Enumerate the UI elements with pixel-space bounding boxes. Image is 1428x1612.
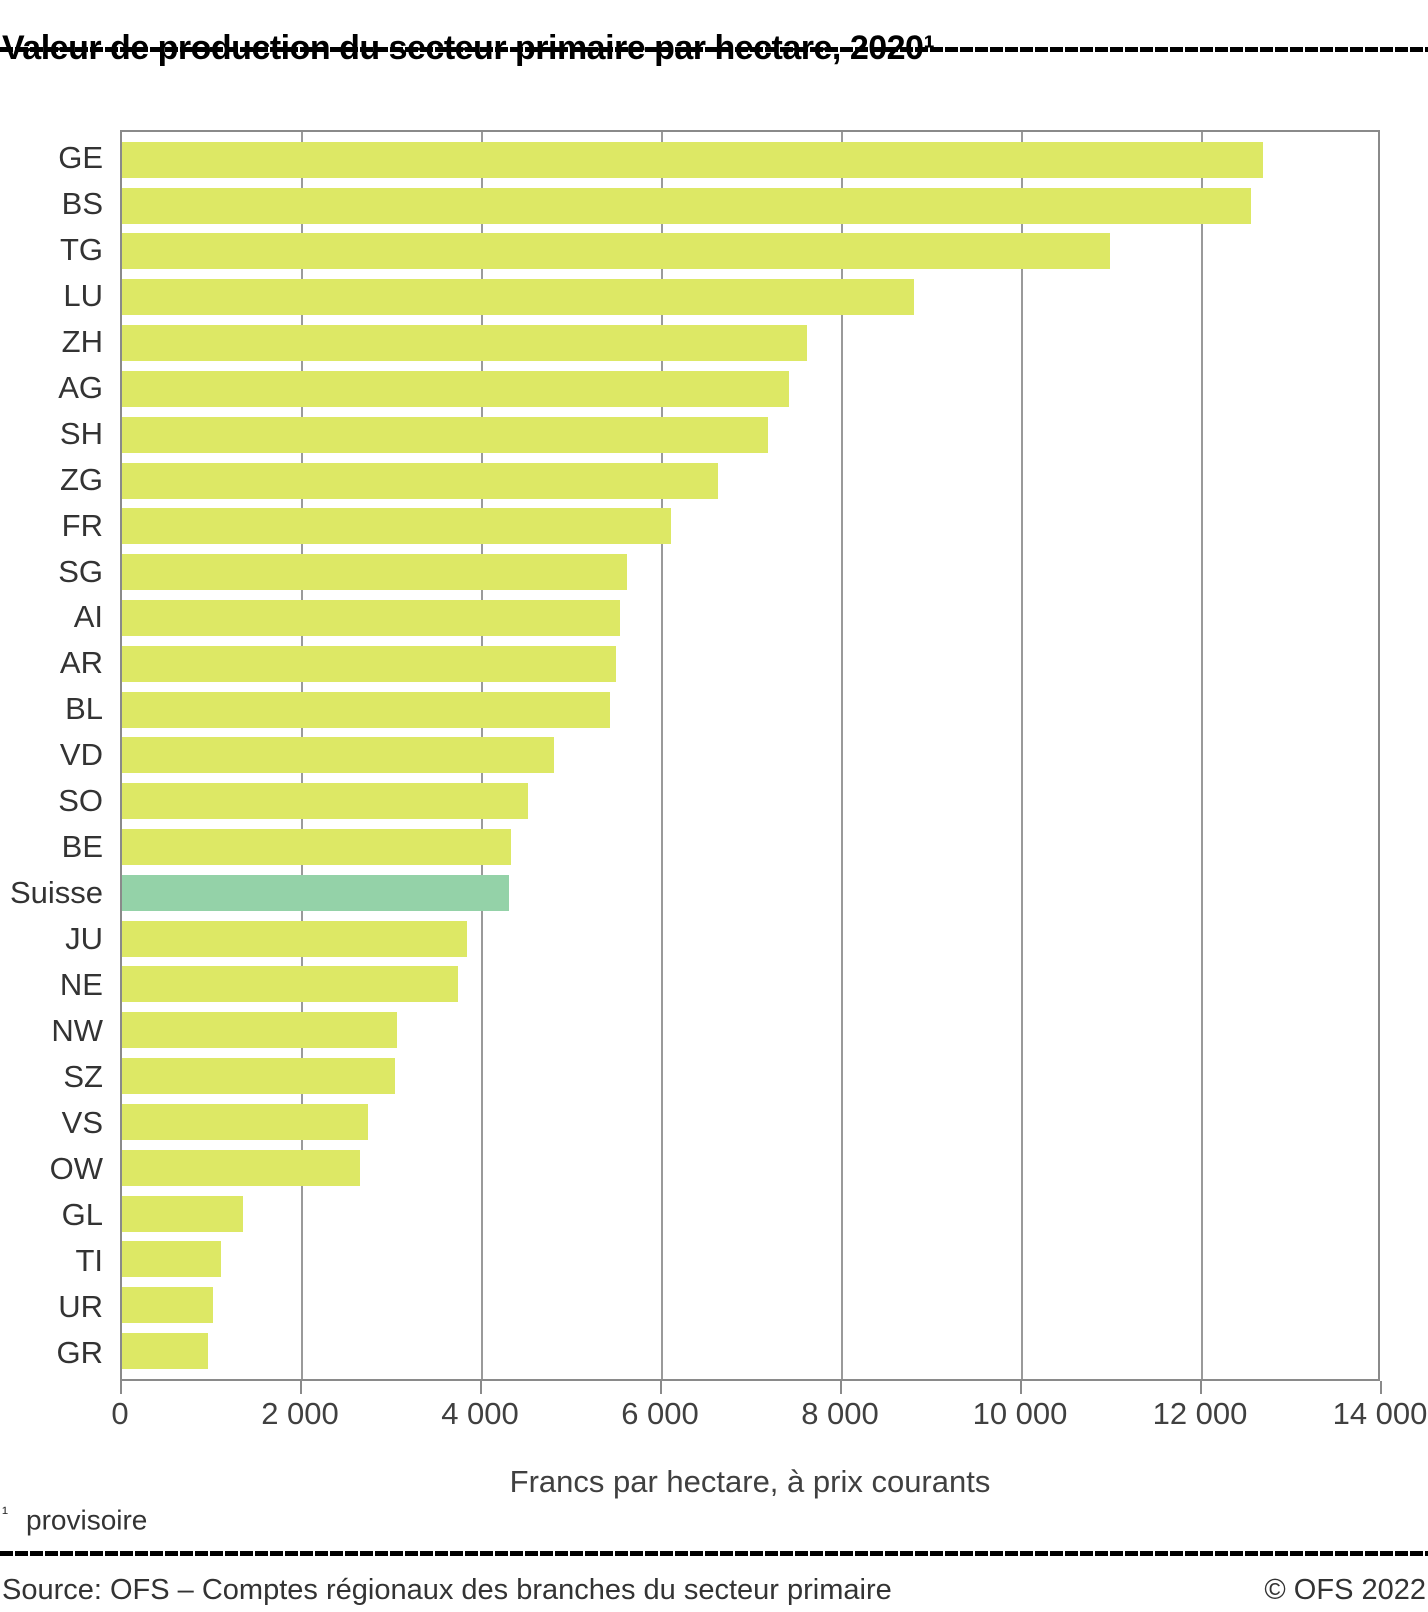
category-label: SG [58, 553, 103, 589]
gridline [1021, 132, 1023, 1379]
x-axis-title: Francs par hectare, à prix courants [509, 1464, 991, 1499]
category-label: NW [51, 1013, 103, 1049]
category-label: FR [61, 507, 103, 543]
bar [122, 1287, 213, 1324]
category-label: BE [61, 829, 103, 865]
bar [122, 325, 807, 362]
bar [122, 599, 620, 636]
bar [122, 1058, 395, 1095]
title-rule [0, 47, 1428, 52]
footnote-marker: ¹ [2, 1503, 8, 1523]
footer: Source: OFS – Comptes régionaux des bran… [2, 1574, 1426, 1607]
category-label: BL [65, 691, 103, 727]
bar [122, 508, 672, 545]
category-label: TG [59, 231, 103, 267]
category-label: SZ [63, 1059, 103, 1095]
x-tick-mark [1380, 1381, 1382, 1394]
category-label: ZG [59, 461, 103, 497]
bar [122, 462, 718, 499]
x-tick-mark [660, 1381, 662, 1394]
bar [122, 645, 617, 682]
bar [122, 187, 1251, 224]
category-label: VD [59, 737, 103, 773]
category-label: VS [61, 1104, 103, 1140]
bar [122, 1012, 398, 1049]
bar [122, 783, 529, 820]
category-label: GL [61, 1196, 103, 1232]
bar [122, 966, 458, 1003]
footnote-text: provisoire [26, 1504, 148, 1536]
x-tick-mark [840, 1381, 842, 1394]
y-axis-category-labels: GE BS TG LU ZH AG SH ZG FR SG AI AR BL VD SO BE Suisse JU… [0, 130, 103, 1381]
bar [122, 920, 467, 957]
x-tick-mark [1020, 1381, 1022, 1394]
x-tick-mark [480, 1381, 482, 1394]
x-tick-label: 0 [111, 1396, 129, 1431]
footnote: ¹ provisoire [2, 1503, 147, 1536]
category-label: SH [59, 415, 103, 451]
gridline [1201, 132, 1203, 1379]
bars-container [122, 132, 1378, 1379]
x-tick-label: 10 000 [972, 1396, 1068, 1431]
gridline [661, 132, 663, 1379]
bar [122, 691, 611, 728]
bar-highlight [122, 874, 509, 911]
bar [122, 737, 554, 774]
x-axis-tick-labels: 0 2 000 4 000 6 000 8 000 10 000 12 000 14 000 [111, 1396, 1427, 1432]
plot-area [120, 130, 1380, 1381]
source-text: Source: OFS – Comptes régionaux des bran… [2, 1574, 892, 1606]
category-label: ZH [61, 323, 103, 359]
category-label: AG [58, 369, 103, 405]
x-tick-label: 8 000 [801, 1396, 879, 1431]
x-tick-label: 14 000 [1332, 1396, 1428, 1431]
bar [122, 1195, 244, 1232]
category-label: AI [73, 599, 103, 635]
category-label: BS [61, 185, 103, 221]
x-tick-mark [1200, 1381, 1202, 1394]
category-label: LU [63, 277, 103, 313]
category-label: NE [59, 967, 103, 1003]
x-tick-mark [120, 1381, 122, 1394]
copyright-text: © OFS 2022 [1264, 1574, 1426, 1606]
bar [122, 141, 1264, 178]
category-label: TI [75, 1242, 103, 1278]
bar [122, 1241, 221, 1278]
x-axis [120, 1381, 1382, 1395]
bar [122, 1103, 368, 1140]
bar [122, 370, 789, 407]
x-tick-mark [300, 1381, 302, 1394]
bar [122, 416, 768, 453]
category-label: GE [58, 139, 103, 175]
bar [122, 829, 512, 865]
x-tick-label: 12 000 [1152, 1396, 1248, 1431]
x-tick-label: 6 000 [621, 1396, 699, 1431]
category-label: SO [58, 783, 103, 819]
bar [122, 279, 915, 316]
x-tick-label: 2 000 [261, 1396, 339, 1431]
bar [122, 554, 628, 591]
category-label: OW [49, 1150, 103, 1186]
category-label: JU [65, 921, 103, 957]
bar [122, 1149, 360, 1186]
category-label: AR [59, 645, 103, 681]
bar [122, 233, 1110, 270]
bar [122, 1332, 209, 1369]
category-label: UR [58, 1288, 103, 1324]
x-tick-label: 4 000 [441, 1396, 519, 1431]
footer-rule [0, 1551, 1428, 1556]
category-label: GR [56, 1334, 104, 1370]
category-label: Suisse [9, 875, 103, 911]
gridline [841, 132, 843, 1379]
